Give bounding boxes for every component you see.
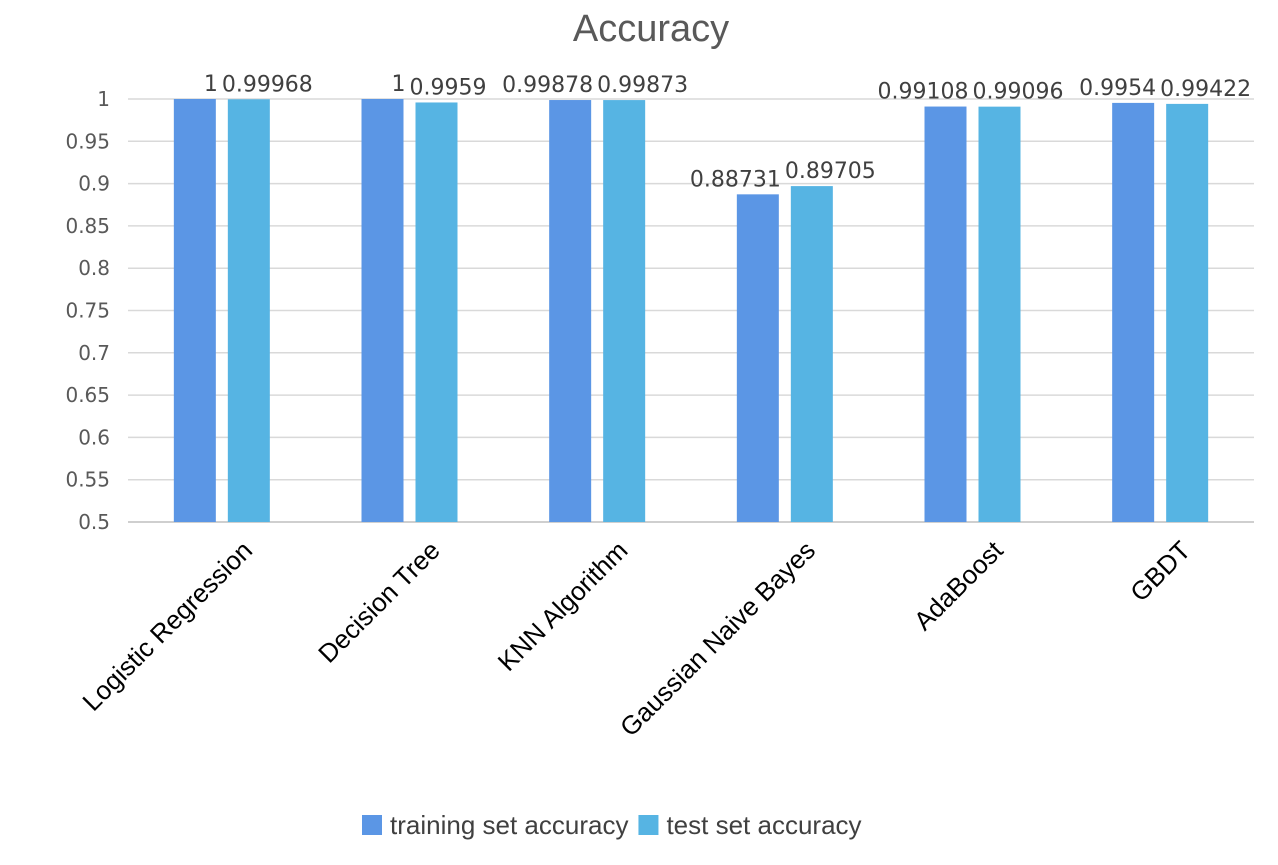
legend-swatch bbox=[362, 815, 382, 835]
bar-training bbox=[1112, 102, 1155, 522]
data-label: 0.99422 bbox=[1160, 77, 1251, 102]
data-label: 0.9954 bbox=[1079, 76, 1156, 101]
bar-training bbox=[924, 106, 967, 522]
bars bbox=[173, 99, 1209, 523]
category-label: Logistic Regression bbox=[76, 535, 258, 717]
y-tick-label: 0.9 bbox=[78, 172, 110, 196]
bar-test bbox=[978, 106, 1021, 523]
bar-test bbox=[603, 100, 646, 523]
chart-title: Accuracy bbox=[573, 8, 729, 50]
bar-training bbox=[549, 100, 592, 523]
bar-training bbox=[361, 99, 404, 522]
category-label: AdaBoost bbox=[908, 534, 1009, 635]
y-tick-label: 0.65 bbox=[65, 383, 110, 407]
data-label: 0.99096 bbox=[973, 80, 1064, 105]
y-tick-label: 0.75 bbox=[65, 299, 110, 323]
bar-test bbox=[790, 186, 833, 522]
data-label: 0.9959 bbox=[410, 75, 487, 100]
bar-test bbox=[1166, 103, 1209, 522]
data-label: 0.89705 bbox=[785, 159, 876, 184]
y-tick-label: 0.5 bbox=[78, 510, 110, 534]
y-tick-label: 0.95 bbox=[65, 129, 110, 153]
data-label: 1 bbox=[392, 72, 406, 97]
category-label: GBDT bbox=[1124, 535, 1196, 607]
data-label: 0.99873 bbox=[597, 73, 688, 98]
bar-test bbox=[227, 99, 270, 522]
data-label: 0.99968 bbox=[222, 72, 313, 97]
x-axis-category-labels: Logistic Regression Decision Tree KNN Algo… bbox=[76, 534, 1196, 742]
category-label: Gaussian Naive Bayes bbox=[614, 535, 821, 742]
gridlines bbox=[128, 98, 1254, 523]
bar-training bbox=[736, 194, 779, 522]
y-tick-label: 0.55 bbox=[65, 468, 110, 492]
legend-label: test set accuracy bbox=[666, 810, 861, 840]
data-label: 0.99878 bbox=[502, 73, 593, 98]
legend: training set accuracy test set accuracy bbox=[362, 810, 862, 840]
legend-swatch bbox=[638, 815, 659, 835]
bar-training bbox=[173, 99, 216, 522]
y-tick-label: 0.85 bbox=[65, 214, 110, 238]
data-label: 0.99108 bbox=[878, 80, 969, 105]
y-tick-label: 0.7 bbox=[78, 341, 110, 365]
data-label: 1 bbox=[204, 72, 218, 97]
y-tick-label: 1 bbox=[97, 87, 110, 111]
y-axis-ticks: 0.5 0.55 0.6 0.65 0.7 0.75 0.8 0.85 0.9 0.95 1 bbox=[65, 87, 110, 534]
bar-test bbox=[415, 102, 458, 522]
category-label: KNN Algorithm bbox=[492, 535, 634, 677]
legend-label: training set accuracy bbox=[390, 810, 628, 840]
category-label: Decision Tree bbox=[312, 535, 446, 669]
data-label: 0.88731 bbox=[690, 167, 781, 192]
y-tick-label: 0.8 bbox=[78, 256, 110, 280]
y-tick-label: 0.6 bbox=[78, 425, 110, 449]
